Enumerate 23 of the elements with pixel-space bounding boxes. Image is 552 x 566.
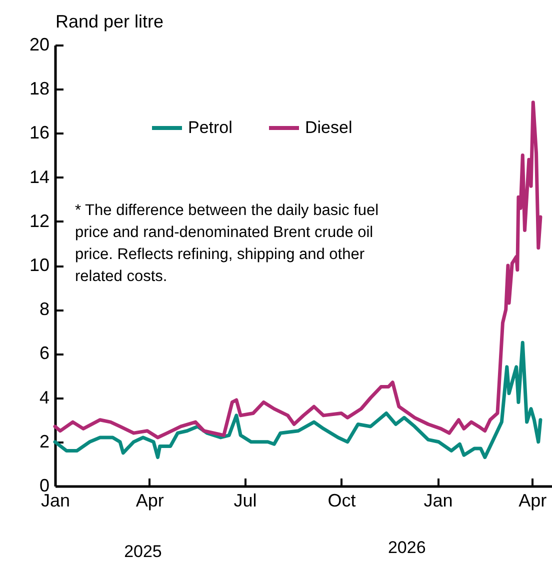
x-tick-label: Apr xyxy=(136,490,164,510)
y-tick-label: 2 xyxy=(39,431,50,452)
x-tick-label: Oct xyxy=(328,490,356,510)
legend-label: Petrol xyxy=(188,118,232,137)
legend-label: Diesel xyxy=(305,118,352,137)
y-tick-label: 16 xyxy=(29,122,50,143)
y-axis-title: Rand per litre xyxy=(56,12,164,32)
text: 2025 xyxy=(124,542,162,561)
y-tick-label: 6 xyxy=(39,343,50,364)
y-tick-label: 12 xyxy=(29,210,50,231)
x-tick-label: Jul xyxy=(234,490,257,510)
x-tick-label: Apr xyxy=(518,490,547,510)
line-series xyxy=(53,100,542,440)
y-tick-label: 20 xyxy=(29,34,50,54)
y-tick-label: 10 xyxy=(29,255,50,275)
annotation: * The difference between the daily basic fuel price and rand-denominated Brent crude oil price. Reflects refining, shipping and other related costs. xyxy=(75,202,379,285)
text: 2026 xyxy=(388,538,426,557)
x-tick-label: Jan xyxy=(424,490,453,510)
y-tick-label: 18 xyxy=(29,78,50,99)
line-series xyxy=(53,340,542,460)
y-tick-label: 8 xyxy=(39,299,50,320)
y-tick-label: 14 xyxy=(29,166,50,187)
y-tick-label: 4 xyxy=(39,387,50,408)
